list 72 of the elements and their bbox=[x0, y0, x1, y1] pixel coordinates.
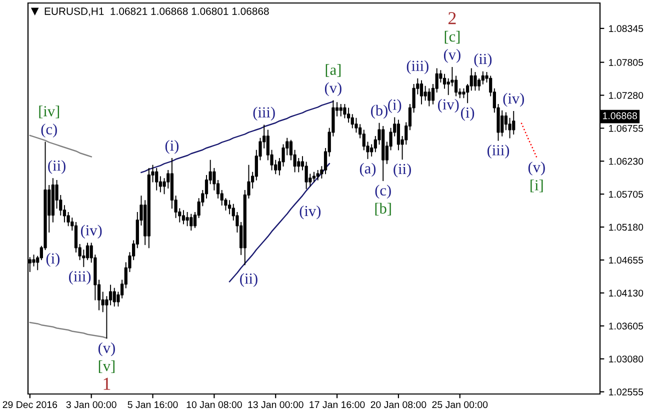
annotation: (v) bbox=[98, 342, 115, 356]
x-tick-label: 25 Jan 00:00 bbox=[432, 401, 488, 408]
line-series bbox=[29, 322, 108, 339]
x-tick-label: 10 Jan 08:00 bbox=[186, 401, 242, 408]
annotation: [b] bbox=[375, 202, 391, 216]
annotation: [v] bbox=[98, 360, 114, 374]
candlestick bbox=[312, 171, 316, 182]
x-tick-label: 17 Jan 16:00 bbox=[310, 401, 365, 408]
annotation: (i) bbox=[165, 140, 178, 154]
candlestick bbox=[343, 104, 346, 118]
annotation: (v) bbox=[528, 162, 545, 176]
candlestick bbox=[155, 168, 158, 191]
annotation: (v) bbox=[444, 48, 460, 63]
y-tick-label: 1.07280 bbox=[609, 92, 644, 99]
annotation: (b) bbox=[371, 104, 388, 119]
annotation: (i) bbox=[461, 106, 474, 121]
y-tick-label: 1.07805 bbox=[609, 59, 644, 66]
annotation: (i) bbox=[388, 99, 402, 114]
y-tick-label: 1.04130 bbox=[609, 290, 644, 297]
annotation: (c) bbox=[41, 124, 57, 138]
line-series bbox=[520, 122, 538, 158]
annotation: (c) bbox=[375, 184, 391, 199]
y-tick-label: 1.05180 bbox=[609, 224, 644, 231]
x-tick-label: 13 Jan 00:00 bbox=[248, 401, 304, 408]
annotation: (iii) bbox=[406, 60, 428, 74]
candlestick bbox=[186, 212, 189, 226]
y-tick-label: 1.05705 bbox=[609, 190, 644, 198]
y-tick-label: 1.08345 bbox=[609, 25, 644, 32]
y-tick-label: 1.04655 bbox=[609, 256, 644, 264]
text: 1.06868 bbox=[603, 112, 638, 120]
x-tick-label: 20 Jan 08:00 bbox=[370, 401, 426, 408]
annotation: (iii) bbox=[253, 106, 275, 121]
candlestick bbox=[339, 104, 342, 116]
annotation: [i] bbox=[530, 180, 543, 192]
annotation: [iv] bbox=[39, 106, 60, 118]
candlestick bbox=[316, 169, 320, 180]
chart-title: EURUSD,H1 1.06821 1.06868 1.06801 1.06868 bbox=[44, 8, 269, 16]
y-tick-label: 1.06230 bbox=[609, 158, 644, 165]
annotation: (v) bbox=[324, 82, 342, 96]
annotation: (iv) bbox=[503, 92, 524, 107]
y-tick-label: 1.03080 bbox=[609, 356, 644, 362]
candlestick bbox=[474, 72, 477, 91]
x-tick-label: 29 Dec 2016 bbox=[2, 401, 58, 408]
candlestick bbox=[147, 168, 150, 248]
annotation: (iii) bbox=[487, 144, 510, 158]
annotation: (iii) bbox=[69, 270, 91, 285]
y-tick-label: 1.02555 bbox=[609, 388, 644, 396]
line-series bbox=[140, 100, 334, 174]
annotation: (iv) bbox=[438, 98, 459, 113]
annotation: (iv) bbox=[300, 205, 321, 220]
candlestick bbox=[420, 80, 424, 105]
annotation: (iv) bbox=[80, 224, 102, 239]
x-tick-label: 5 Jan 16:00 bbox=[128, 401, 178, 408]
annotation: (ii) bbox=[474, 53, 492, 68]
candlestick bbox=[182, 210, 186, 224]
annotation: (ii) bbox=[48, 160, 66, 174]
annotation: 1 bbox=[104, 378, 110, 390]
annotation: [c] bbox=[444, 30, 460, 44]
y-tick-label: 1.03605 bbox=[609, 322, 644, 330]
annotation: (ii) bbox=[240, 273, 258, 287]
candlestick bbox=[190, 213, 193, 231]
annotation: 2 bbox=[448, 12, 456, 24]
annotation: (a) bbox=[360, 162, 376, 177]
x-tick-label: 3 Jan 00:00 bbox=[66, 401, 116, 408]
candlestick bbox=[382, 126, 385, 182]
candlestick bbox=[428, 88, 431, 106]
candlestick bbox=[512, 110, 516, 135]
annotation: (ii) bbox=[394, 163, 411, 178]
y-tick-label: 1.06755 bbox=[609, 124, 644, 132]
candlestick bbox=[112, 287, 116, 307]
annotation: [a] bbox=[326, 64, 341, 77]
annotation: (i) bbox=[46, 252, 60, 267]
